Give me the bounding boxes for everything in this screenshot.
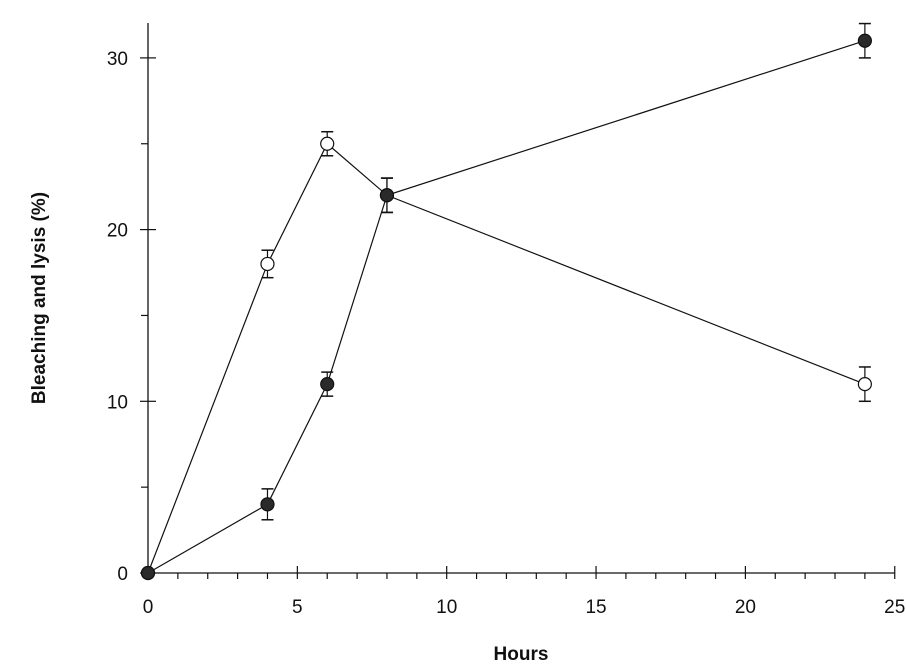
y-tick-label: 30 xyxy=(107,49,128,70)
axes: 0 5 10 15 20 25 0 10 20 30 xyxy=(107,23,905,618)
filled-circle-marker xyxy=(379,188,395,203)
x-tick-label: 15 xyxy=(585,597,606,618)
y-tick-label: 0 xyxy=(117,564,128,585)
x-tick-label: 0 xyxy=(143,597,154,618)
y-axis-title: Bleaching and lysis (%) xyxy=(29,192,50,404)
x-tick-label: 25 xyxy=(884,597,905,618)
series-filled-circle xyxy=(140,22,872,581)
filled-circle-marker xyxy=(260,497,275,512)
series-line xyxy=(147,142,866,574)
y-tick-label: 20 xyxy=(107,221,128,242)
open-circle-marker xyxy=(857,377,872,392)
x-tick-label: 5 xyxy=(292,597,303,618)
x-tick-label: 10 xyxy=(436,597,457,618)
filled-circle-marker xyxy=(320,377,335,392)
filled-circle-marker xyxy=(140,565,156,581)
open-circle-marker xyxy=(320,136,335,151)
series-open-circle xyxy=(140,130,872,581)
open-circle-marker xyxy=(260,256,275,272)
filled-circle-marker xyxy=(857,33,872,48)
data-series xyxy=(140,22,872,581)
y-tick-label: 10 xyxy=(107,392,128,413)
series-line xyxy=(147,40,866,574)
x-axis-title: Hours xyxy=(494,644,549,665)
x-tick-label: 20 xyxy=(735,597,756,618)
